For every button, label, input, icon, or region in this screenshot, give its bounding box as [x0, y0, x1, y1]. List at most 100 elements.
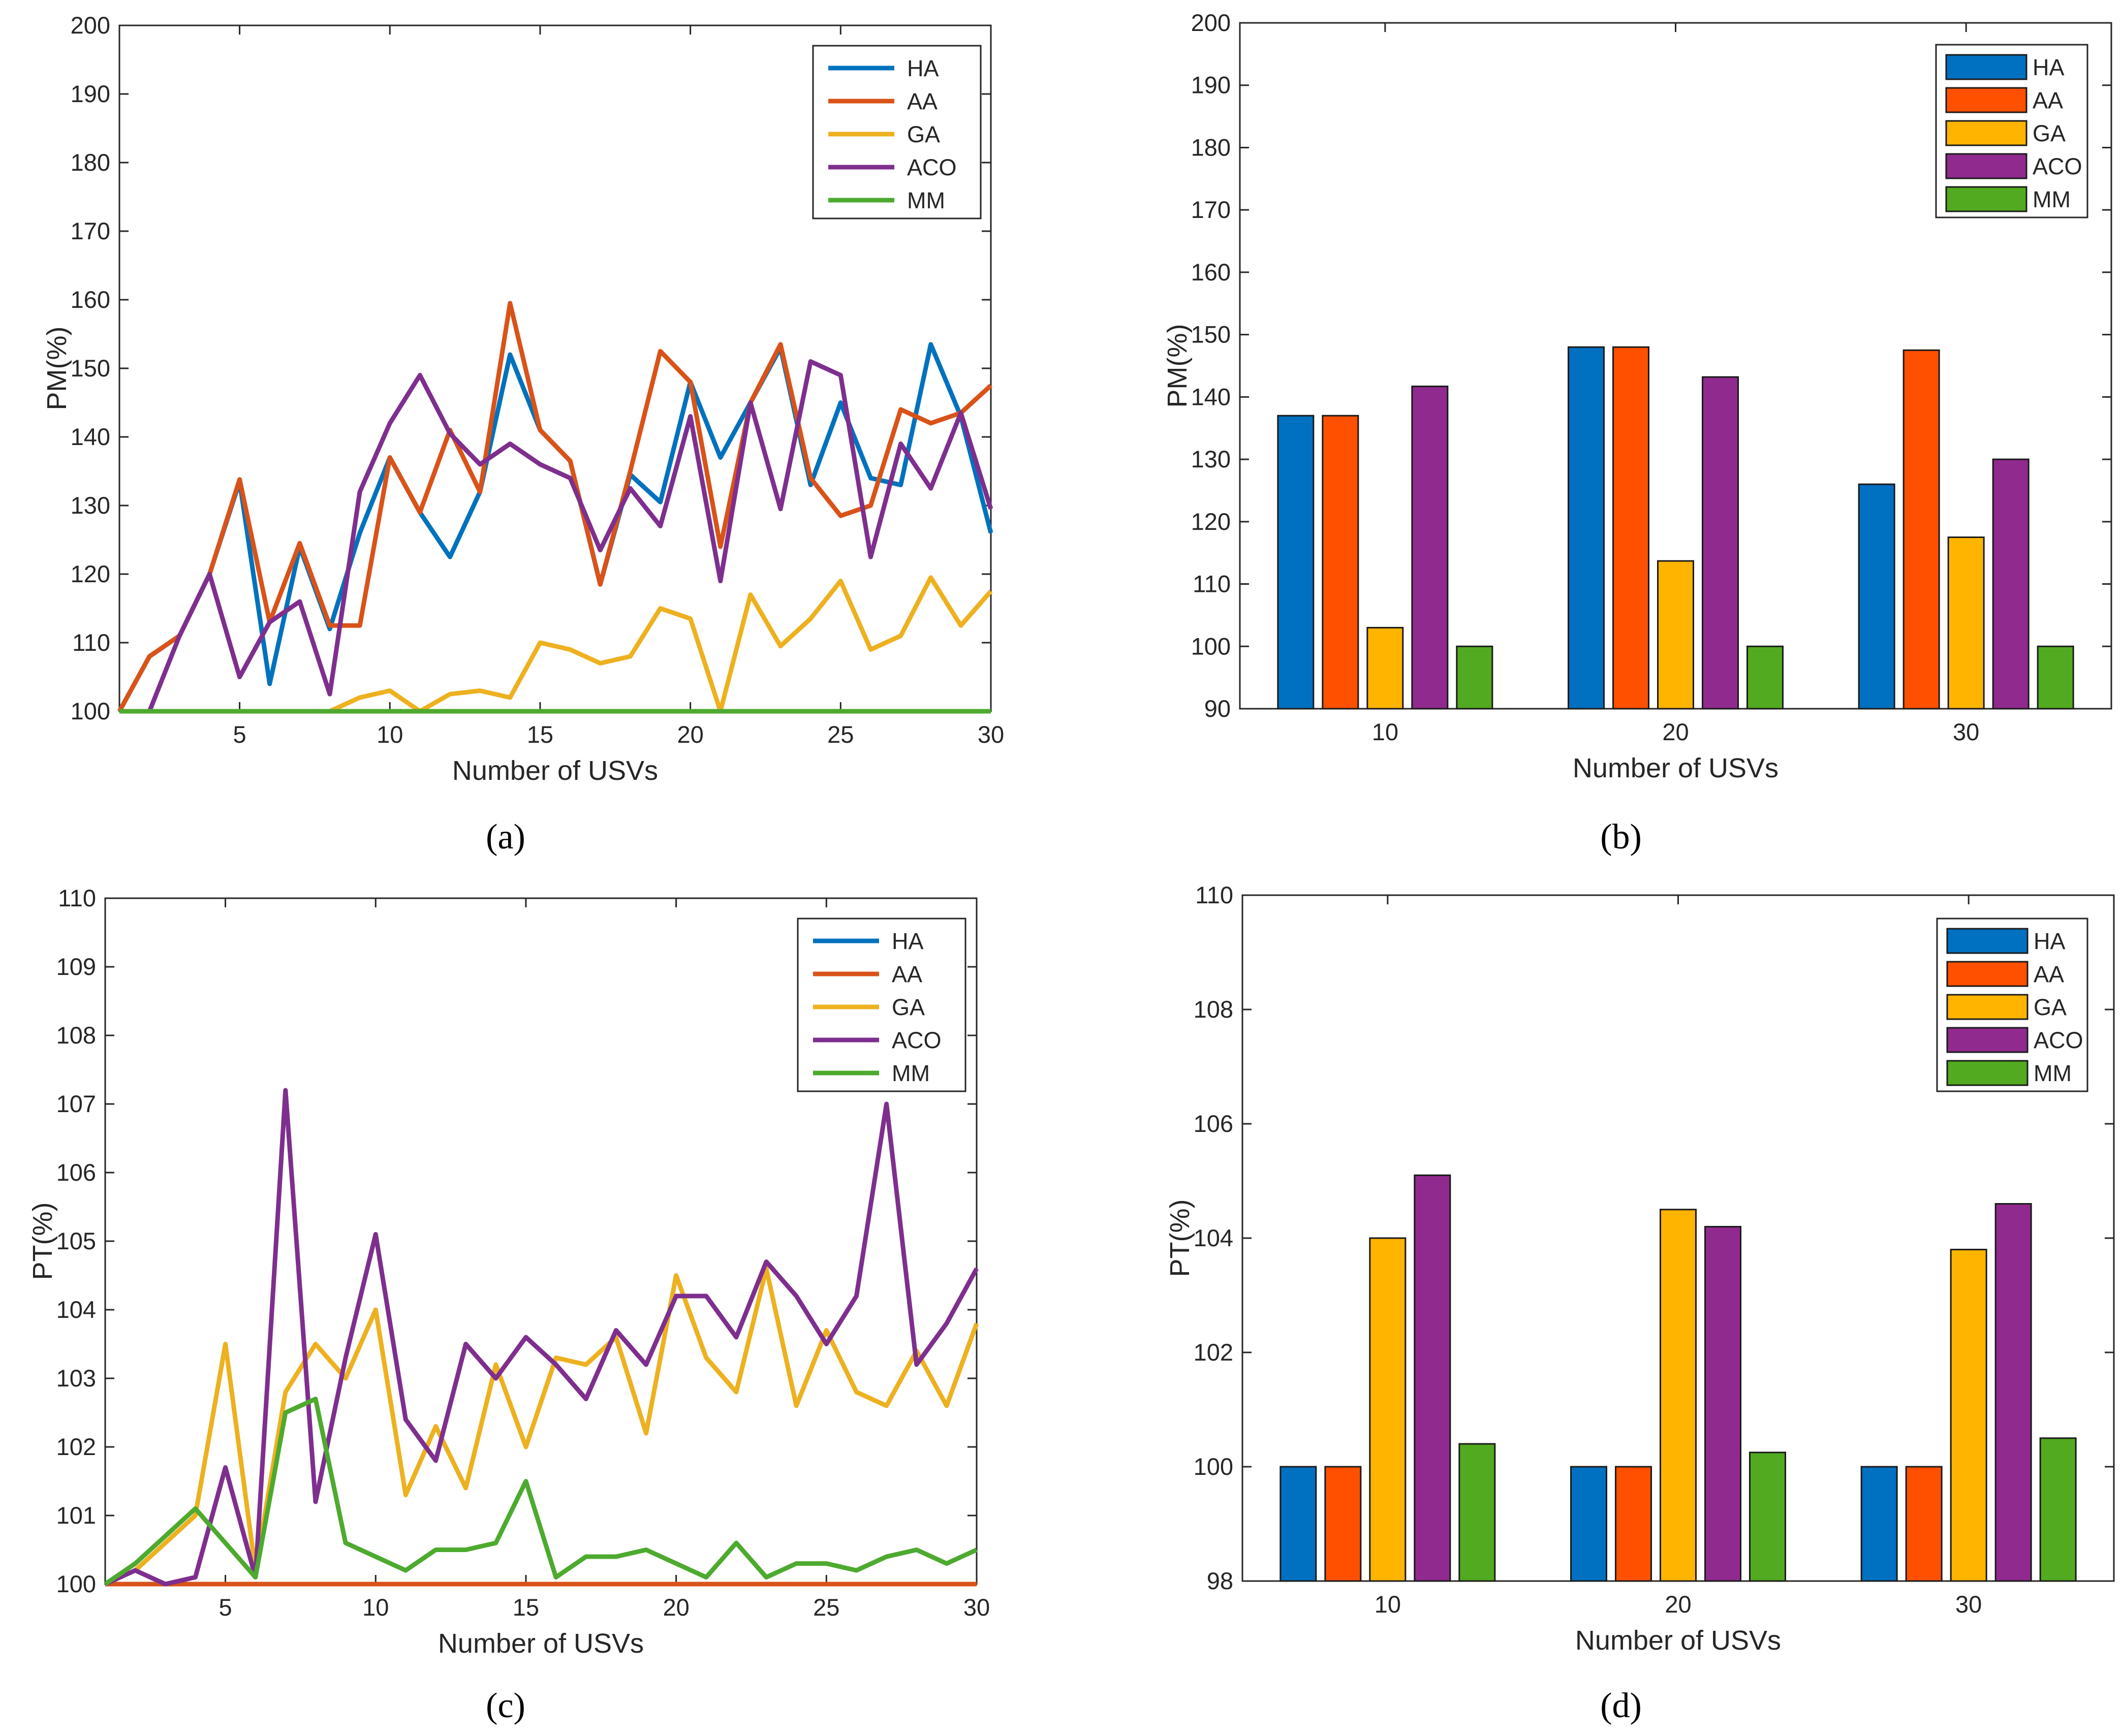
y-tick-label: 106	[56, 1159, 96, 1186]
bar-mm-10	[1458, 1443, 1496, 1582]
y-axis-label: PT(%)	[1165, 1200, 1195, 1277]
y-tick-label: 130	[1191, 446, 1231, 472]
y-tick-label: 100	[1191, 633, 1231, 659]
y-tick-label: 120	[71, 560, 110, 587]
y-tick-label: 180	[71, 149, 110, 176]
legend-label-aa: AA	[892, 961, 922, 987]
legend-swatch-aco	[1946, 1027, 2029, 1053]
y-tick-label: 98	[1207, 1567, 1233, 1594]
x-tick-label: 20	[663, 1594, 689, 1621]
y-tick-label: 140	[71, 423, 110, 450]
bar-aco-30	[1994, 1203, 2032, 1582]
y-tick-label: 102	[1194, 1339, 1233, 1366]
y-tick-label: 100	[56, 1570, 96, 1597]
legend-label-mm: MM	[2034, 1060, 2072, 1086]
legend-label-ga: GA	[907, 121, 940, 147]
bar-ha-30	[1860, 1466, 1898, 1582]
x-tick-label: 25	[827, 721, 854, 748]
series-line-aa	[117, 301, 993, 713]
panel-b-bar-chart: 90 100 110 120 130 140 150 160 170 180 190 200 10 20 3…	[1162, 9, 2112, 857]
bar-ha-10	[1277, 415, 1315, 710]
legend-swatch-mm	[1946, 1060, 2029, 1086]
y-tick-label: 108	[1194, 996, 1233, 1023]
x-tick-label: 10	[362, 1594, 389, 1621]
bar-ga-20	[1657, 560, 1694, 710]
y-tick-label: 110	[1193, 571, 1231, 597]
bar-ha-20	[1570, 1466, 1607, 1582]
x-axis-label: Number of USVs	[1573, 753, 1778, 783]
bar-aa-20	[1612, 346, 1649, 710]
legend-label-aco: ACO	[907, 154, 957, 180]
y-tick-label: 200	[71, 12, 110, 39]
y-tick-label: 104	[1194, 1224, 1233, 1251]
panel-caption: (c)	[486, 1686, 525, 1725]
bar-aa-30	[1905, 1466, 1943, 1582]
bar-ha-30	[1858, 483, 1895, 710]
x-tick-label: 5	[233, 721, 246, 748]
legend-label-mm: MM	[2033, 186, 2071, 212]
y-tick-label: 109	[56, 953, 96, 980]
legend: HA AA GA ACO MM	[797, 918, 966, 1092]
legend-label-mm: MM	[907, 187, 945, 213]
series-line-mm	[104, 1397, 978, 1586]
bar-aa-10	[1324, 1466, 1362, 1582]
legend-swatch-ga	[1945, 120, 2027, 146]
bar-aa-20	[1615, 1466, 1652, 1582]
y-tick-label: 101	[56, 1502, 96, 1529]
x-tick-label: 10	[377, 721, 403, 748]
series-line-aco	[119, 359, 993, 714]
bar-mm-10	[1456, 645, 1493, 710]
x-tick-label: 20	[1665, 1591, 1691, 1618]
bar-aa-10	[1322, 415, 1359, 710]
bar-aco-20	[1702, 376, 1739, 710]
bar-ha-20	[1568, 346, 1605, 710]
legend-swatch-aco	[1945, 153, 2027, 179]
legend-label-ha: HA	[2034, 928, 2066, 954]
panel-a-line-chart: 100 110 120 130 140 150 160 170 180 190 200 5 10 15 20…	[42, 12, 1004, 857]
y-tick-label: 107	[56, 1090, 96, 1117]
legend-swatch-ha	[1945, 54, 2027, 80]
legend: HA AA GA ACO MM	[1936, 918, 2088, 1092]
bar-aa-30	[1902, 349, 1940, 710]
y-tick-label: 100	[1194, 1453, 1233, 1480]
legend-label-ga: GA	[2033, 120, 2066, 146]
x-tick-label: 15	[527, 721, 553, 748]
y-tick-label: 110	[1195, 881, 1233, 908]
x-tick-label: 30	[1955, 1591, 1982, 1618]
panel-caption: (a)	[486, 817, 525, 857]
y-tick-label: 106	[1194, 1110, 1233, 1137]
x-tick-label: 20	[677, 721, 703, 748]
y-tick-label: 180	[1191, 134, 1231, 161]
y-tick-label: 200	[1191, 9, 1231, 36]
series-line-aco	[104, 1088, 979, 1587]
x-tick-label: 15	[513, 1594, 539, 1621]
legend-label-aa: AA	[907, 88, 938, 114]
y-axis-label: PM(%)	[1162, 324, 1193, 408]
x-axis-label: Number of USVs	[1575, 1625, 1781, 1656]
legend-label-ga: GA	[2034, 994, 2067, 1020]
bar-ha-10	[1280, 1466, 1317, 1582]
x-tick-label: 30	[963, 1594, 990, 1621]
panel-d-bar-chart: 98 100 102 104 106 108 110 10 20 30 Number of USVs…	[1165, 881, 2115, 1725]
y-tick-label: 105	[56, 1227, 96, 1254]
legend-swatch-ha	[1946, 928, 2029, 954]
x-tick-label: 30	[978, 721, 1004, 748]
y-tick-label: 170	[1191, 196, 1231, 223]
x-tick-label: 20	[1662, 718, 1689, 745]
bar-ga-10	[1366, 626, 1404, 710]
bar-mm-20	[1749, 1451, 1786, 1582]
y-tick-label: 108	[56, 1022, 96, 1049]
legend-label-ha: HA	[907, 55, 939, 81]
y-tick-label: 104	[56, 1296, 96, 1323]
y-tick-label: 150	[1191, 321, 1231, 348]
panel-c-line-chart: 100 101 102 103 104 105 106 107 108 109 110 5 10 15 20…	[27, 885, 990, 1725]
bar-ga-30	[1947, 536, 1985, 710]
x-tick-label: 10	[1375, 1591, 1401, 1618]
panel-caption: (b)	[1600, 817, 1642, 857]
y-tick-label: 102	[56, 1433, 96, 1460]
legend-label-aa: AA	[2034, 961, 2064, 987]
legend-label-aco: ACO	[2034, 1027, 2083, 1053]
y-tick-label: 160	[71, 286, 110, 313]
y-tick-label: 110	[58, 885, 96, 911]
